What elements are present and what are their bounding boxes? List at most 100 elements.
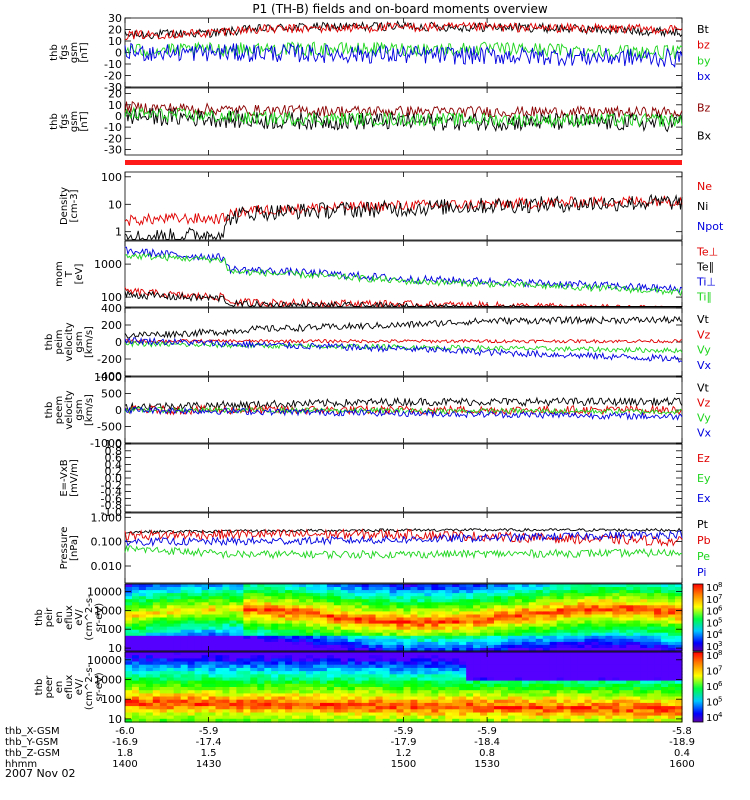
peer_spectrogram-cell: [229, 655, 237, 659]
peer_spectrogram-cell: [480, 706, 488, 710]
peir_spectrogram-cell: [187, 644, 196, 649]
peir_spectrogram-cell: [431, 587, 439, 591]
peer_spectrogram-cell: [215, 699, 224, 704]
peir_spectrogram-ylabel: thb: [34, 609, 45, 626]
peir_spectrogram-cell: [668, 614, 676, 619]
peer_spectrogram-cell: [514, 709, 523, 714]
peir_spectrogram-cell: [570, 632, 579, 637]
peer_spectrogram-cell: [375, 709, 384, 714]
peir_spectrogram-cell: [619, 593, 627, 597]
peer_spectrogram-cell: [556, 709, 565, 714]
peer_spectrogram-cell: [194, 693, 203, 698]
peir_spectrogram-cell: [661, 648, 669, 652]
peer_spectrogram-cell: [264, 687, 272, 691]
peer_spectrogram-cell: [584, 693, 593, 698]
peir_spectrogram-cell: [438, 602, 446, 606]
peir_spectrogram-cell: [229, 596, 237, 600]
peir_spectrogram-cell: [452, 611, 460, 615]
peir_spectrogram-cell: [570, 587, 579, 591]
efield-ylabel: E=-VxB: [59, 459, 70, 496]
peer_spectrogram-cell: [459, 693, 467, 698]
peer_spectrogram-cell: [459, 696, 467, 701]
peir_spectrogram-cell: [417, 641, 425, 646]
peir_spectrogram-cell: [403, 587, 412, 591]
peer_spectrogram-cell: [375, 715, 384, 720]
peer_spectrogram-cell: [542, 674, 551, 679]
peir_spectrogram-cell: [201, 602, 210, 606]
peer_spectrogram-cell: [473, 655, 481, 659]
peer_spectrogram-cell: [528, 658, 537, 663]
xaxis-value: 1400: [112, 759, 137, 770]
peir_spectrogram-cell: [584, 608, 593, 612]
peer_spectrogram-cell: [473, 680, 481, 685]
peer_spectrogram-cell: [507, 661, 516, 666]
peer_spectrogram-cell: [668, 696, 676, 701]
peir_spectrogram-cell: [389, 584, 398, 588]
peer_spectrogram-cell: [494, 680, 502, 685]
peer_spectrogram-cell: [626, 690, 634, 694]
peir_spectrogram-cell: [591, 635, 600, 640]
peir_spectrogram-cell: [264, 602, 272, 606]
peir_spectrogram-cell: [159, 599, 168, 603]
peer_spectrogram-cell: [201, 693, 210, 698]
peir_spectrogram-cell: [166, 596, 175, 600]
peir_spectrogram-cell: [661, 641, 669, 646]
peir_spectrogram-cell: [132, 641, 140, 646]
peer_spectrogram-cell: [640, 658, 648, 663]
peir_spectrogram-cell: [410, 608, 419, 612]
peer_spectrogram-cell: [640, 671, 648, 675]
density-legend-item: Npot: [697, 220, 724, 233]
peir_spectrogram-cell: [591, 593, 600, 597]
peer_spectrogram-cell: [333, 718, 342, 723]
peir_spectrogram-cell: [194, 611, 203, 615]
peir_spectrogram-cell: [278, 644, 286, 649]
peir_spectrogram-cell: [340, 617, 349, 622]
peir_spectrogram-cell: [605, 623, 613, 628]
peer_spectrogram-cell: [668, 658, 676, 663]
peer_spectrogram-cell: [361, 655, 370, 659]
peer_spectrogram-cell: [563, 702, 572, 707]
peer_spectrogram-cell: [313, 674, 321, 679]
peer_spectrogram-cell: [313, 702, 321, 707]
peir_spectrogram-cell: [340, 644, 349, 649]
peir_spectrogram-cell: [410, 617, 419, 622]
peir_spectrogram-cell: [640, 605, 648, 609]
peer_spectrogram-cell: [417, 652, 425, 656]
peir_spectrogram-cell: [507, 590, 516, 594]
peer_spectrogram-cell: [382, 680, 391, 685]
peer_spectrogram-cell: [201, 706, 210, 710]
peer_spectrogram-cell: [417, 671, 425, 675]
peem_velocity-ylabel: peem: [54, 396, 65, 424]
peir_spectrogram-cell: [466, 626, 474, 631]
peir_spectrogram-cell: [487, 623, 495, 628]
peer_spectrogram-cell: [243, 658, 251, 663]
peir_spectrogram-cell: [480, 635, 488, 640]
peir_spectrogram-cell: [528, 641, 537, 646]
density-ylabel: Density: [59, 187, 70, 225]
peir_spectrogram-cell: [549, 593, 558, 597]
peer_spectrogram-cell: [285, 699, 293, 704]
peer_spectrogram-cell: [563, 687, 572, 691]
peer_spectrogram-cell: [354, 658, 363, 663]
peir_spectrogram-cell: [612, 602, 620, 606]
peer_spectrogram-cell: [152, 674, 161, 679]
peer_spectrogram-cell: [159, 690, 168, 694]
peer_spectrogram-cell: [222, 706, 231, 710]
peir_spectrogram-cell: [459, 602, 467, 606]
peer_spectrogram-cell: [138, 677, 147, 682]
peir_spectrogram-cell: [521, 629, 530, 634]
peir_spectrogram-cell: [675, 635, 683, 640]
peer_spectrogram-cell: [285, 702, 293, 707]
peir_spectrogram-cell: [507, 632, 516, 637]
peir_spectrogram-cell: [417, 614, 425, 619]
peer_spectrogram-cell: [403, 658, 412, 663]
peir_spectrogram-cell: [480, 617, 488, 622]
peir_spectrogram-cell: [222, 620, 231, 625]
peer_spectrogram-cell: [173, 658, 182, 663]
peir_spectrogram-cell: [668, 617, 676, 622]
peir_spectrogram-cell: [152, 614, 161, 619]
peir_spectrogram-cell: [556, 632, 565, 637]
peir_spectrogram-cell: [132, 617, 140, 622]
peer_spectrogram-cell: [222, 667, 231, 672]
peir_spectrogram-cell: [445, 635, 453, 640]
